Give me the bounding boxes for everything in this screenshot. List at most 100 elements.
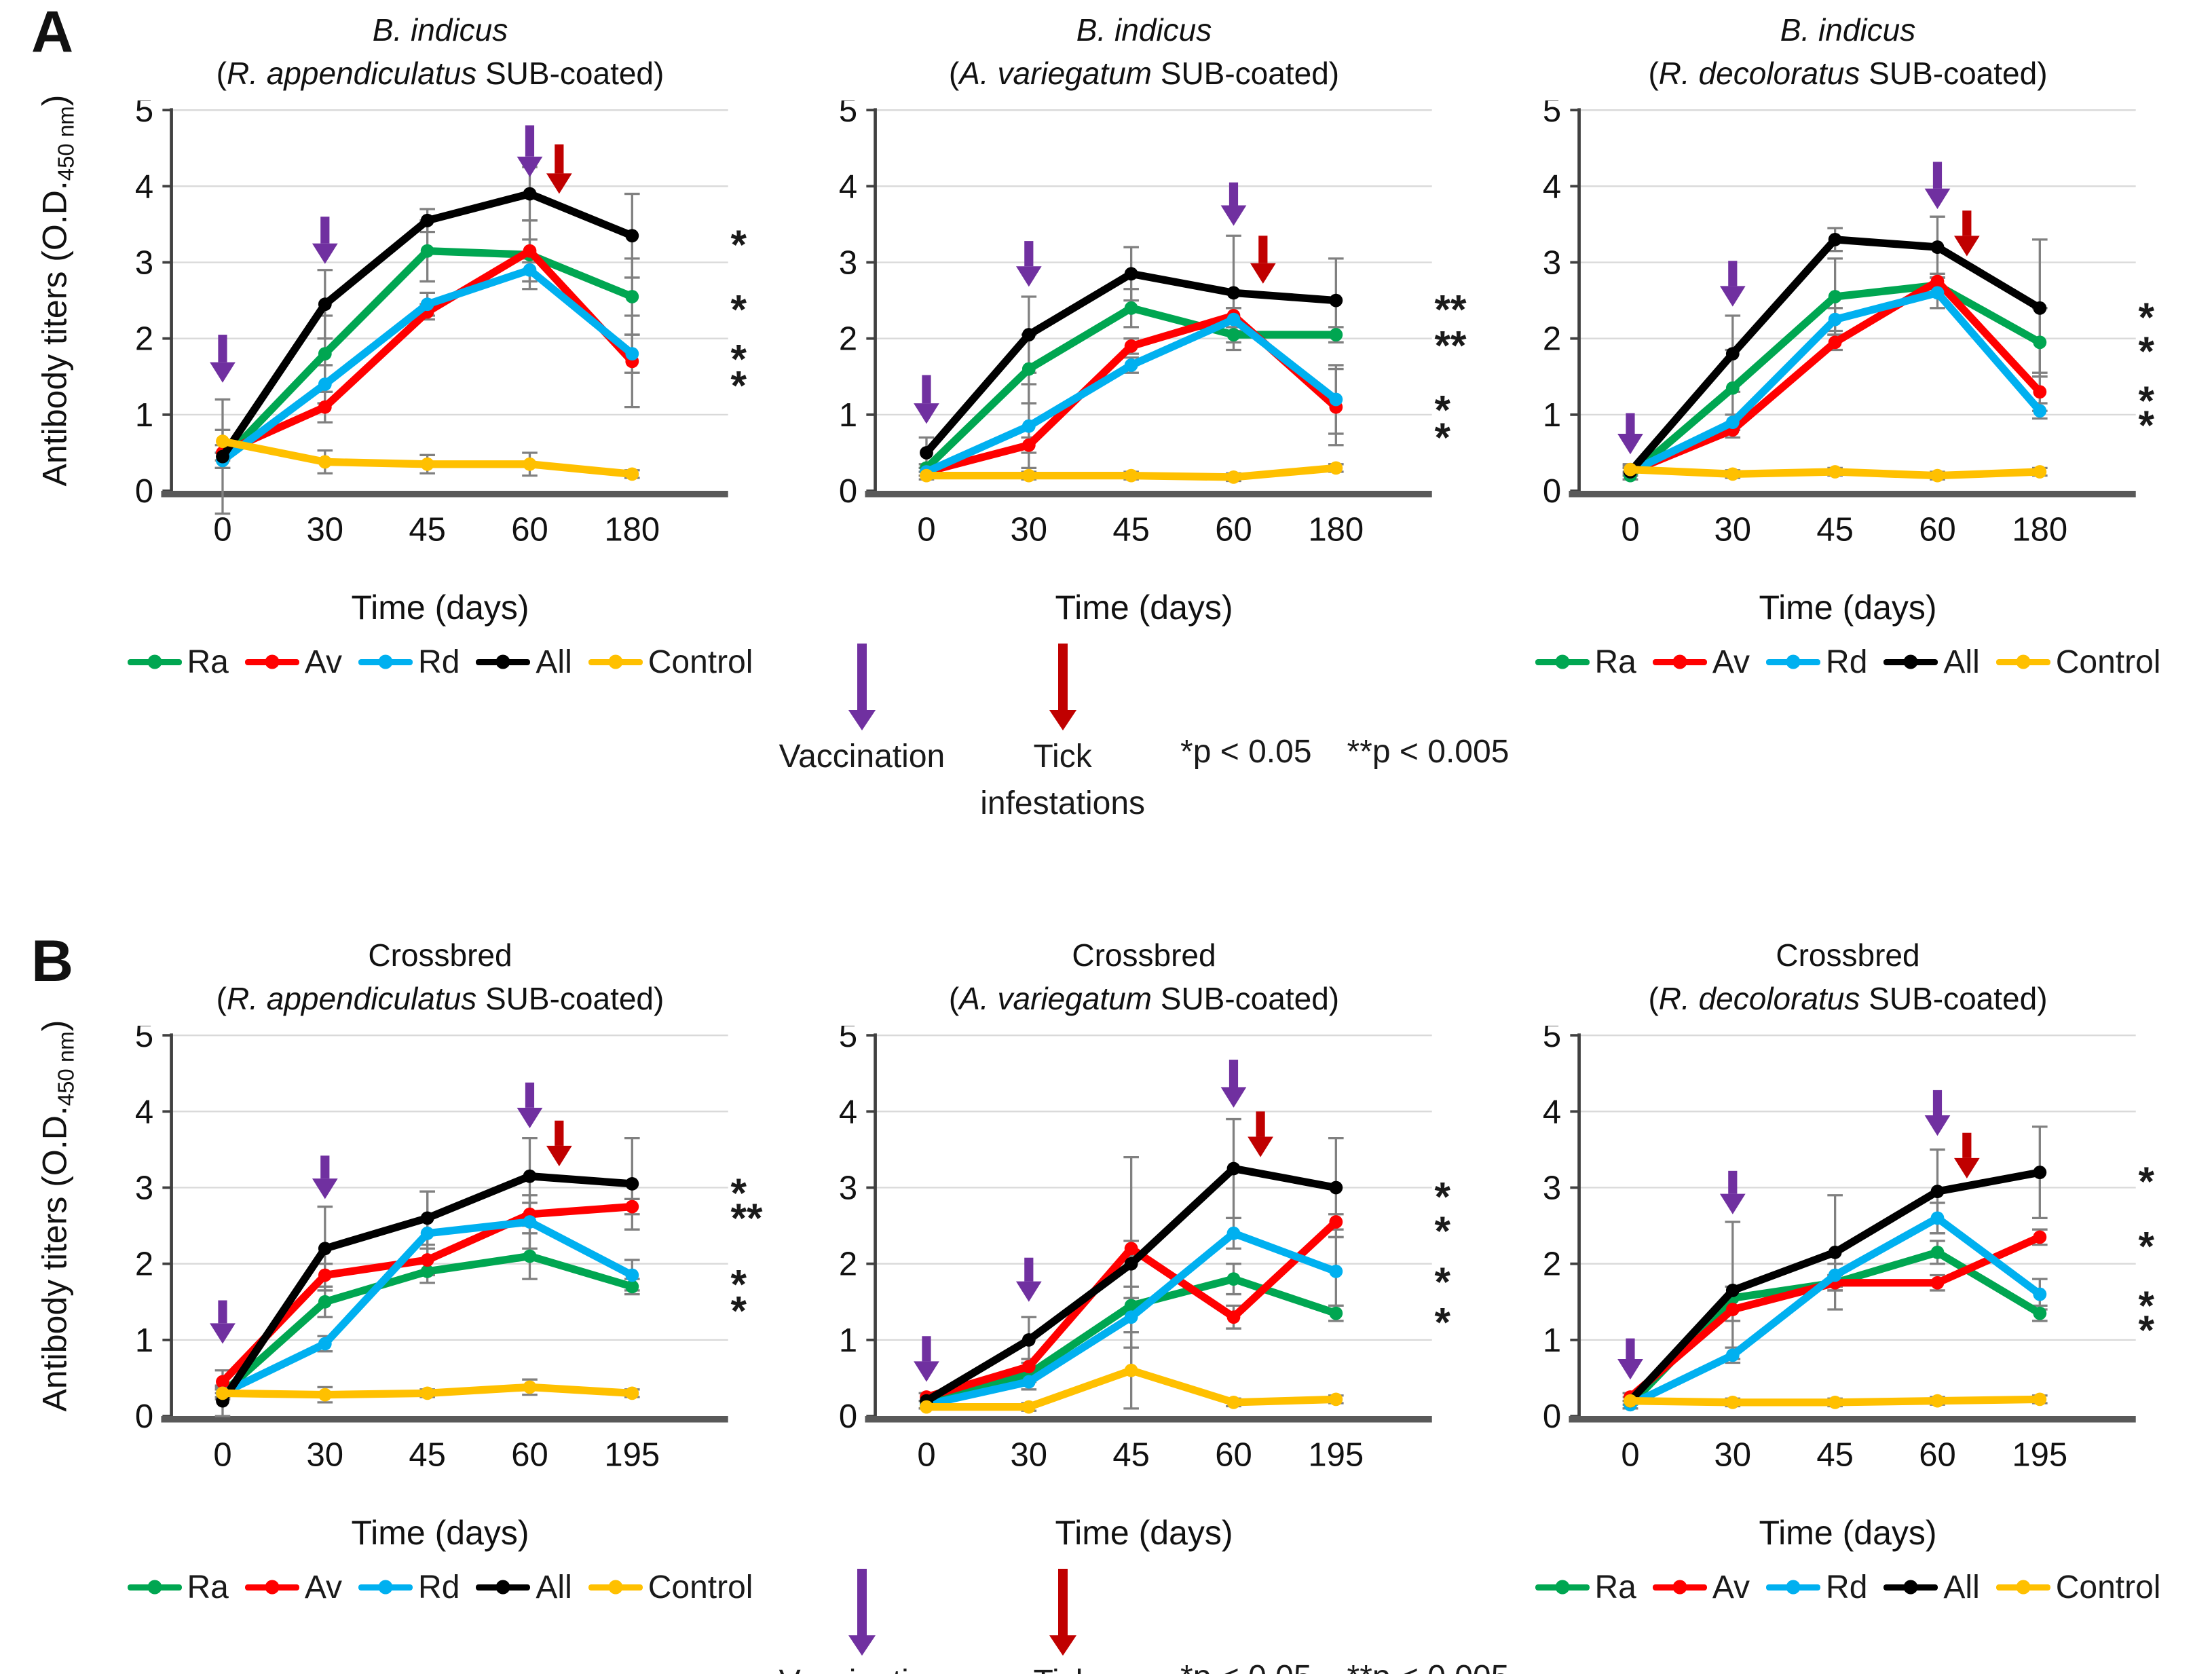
gridlines: [171, 1035, 728, 1341]
svg-text:4: 4: [839, 168, 857, 205]
legend-swatch-icon: [244, 654, 299, 670]
svg-text:*: *: [730, 221, 747, 267]
legend-swatch-icon: [1535, 654, 1590, 670]
tick-label: Tick: [1034, 1658, 1092, 1674]
legend-swatch-icon: [1652, 1579, 1707, 1595]
svg-text:0: 0: [917, 1437, 935, 1474]
vaccination-arrowhead-icon: [312, 243, 338, 264]
svg-text:5: 5: [1543, 100, 1561, 129]
y-axis-label-b: Antibody titers (O.D.450 nm): [26, 929, 88, 1552]
svg-text:3: 3: [839, 244, 857, 281]
chart-a1-xlabel: Time (days): [351, 588, 529, 627]
significance-stars: ****: [2138, 294, 2154, 448]
tick-arrowhead-icon: [1953, 1157, 1980, 1179]
vaccination-arrow-icon: [218, 1300, 227, 1324]
svg-text:0: 0: [135, 1398, 153, 1435]
legend-item-rd: Rd: [358, 644, 460, 681]
svg-text:60: 60: [511, 1437, 548, 1474]
axes: [1569, 108, 2136, 498]
svg-text:45: 45: [1112, 1437, 1150, 1474]
tick-arrowhead-icon: [1953, 236, 1980, 257]
significance-stars: ****: [2138, 1158, 2154, 1353]
panel-a-legend-left-col: Ra Av Rd All Control: [88, 644, 792, 827]
vaccination-key: Vaccination: [779, 643, 945, 781]
panel-b-label: B: [31, 929, 74, 994]
svg-text:*: *: [2138, 402, 2154, 448]
tick-arrow-icon: [555, 144, 564, 174]
chart-b2-xlabel: Time (days): [1055, 1513, 1233, 1552]
panel-b-charts-row: Antibody titers (O.D.450 nm) Crossbred (…: [0, 929, 2212, 1552]
series-All: [920, 267, 1343, 460]
vaccination-arrowhead-icon: [1719, 286, 1746, 307]
svg-text:30: 30: [1714, 1437, 1752, 1474]
legend-swatch-icon: [127, 654, 182, 670]
svg-text:0: 0: [839, 1398, 857, 1435]
chart-a2-xlabel: Time (days): [1055, 588, 1233, 627]
legend-swatch-icon: [1995, 1579, 2050, 1595]
infestations-label: infestations: [980, 785, 1146, 822]
legend-label: Control: [648, 1569, 753, 1605]
legend-swatch-icon: [1535, 1579, 1590, 1595]
legend-item-ra: Ra: [127, 644, 229, 681]
legend-item-av: Av: [1652, 1569, 1750, 1606]
legend-label: All: [536, 644, 572, 680]
legend-item-all: All: [476, 644, 572, 681]
panel-b-footer: Ra Av Rd All Control Vaccination Tick infest…: [0, 1568, 2212, 1674]
svg-text:60: 60: [1919, 1437, 1956, 1474]
svg-text:*: *: [2138, 294, 2154, 340]
chart-b1-title: Crossbred (R. appendiculatus SUB-coated): [216, 937, 664, 1017]
svg-text:**: **: [1434, 286, 1466, 333]
p-value-2: **p < 0.005: [1347, 1658, 1510, 1674]
significance-stars: ****: [730, 221, 747, 409]
vaccination-arrowhead-icon: [210, 362, 236, 383]
svg-text:45: 45: [409, 1437, 446, 1474]
event-arrows: [1617, 1090, 1980, 1380]
legend-label: All: [1943, 1569, 1980, 1605]
svg-text:0: 0: [917, 512, 935, 548]
svg-text:5: 5: [135, 1026, 153, 1054]
svg-text:180: 180: [2012, 512, 2067, 548]
svg-text:3: 3: [135, 244, 153, 281]
svg-text:1: 1: [1543, 397, 1561, 434]
svg-text:30: 30: [1714, 512, 1752, 548]
legend-label: Ra: [1594, 1569, 1636, 1605]
event-arrows: [1617, 162, 1980, 455]
legend-swatch-icon: [588, 1579, 643, 1595]
legend-swatch-icon: [476, 1579, 531, 1595]
p-value-2: **p < 0.005: [1347, 733, 1510, 770]
legend-label: Rd: [1826, 644, 1868, 680]
legend-label: Control: [648, 644, 753, 680]
legend-label: Rd: [1826, 1569, 1868, 1605]
panel-a-legend-right-col: Ra Av Rd All Control: [1496, 644, 2200, 827]
legend-label: Av: [1712, 644, 1750, 680]
chart-b2: Crossbred (A. variegatum SUB-coated) 0 1 2…: [792, 929, 1496, 1552]
svg-text:0: 0: [1543, 473, 1561, 510]
y-axis-label-a: Antibody titers (O.D.450 nm): [26, 4, 88, 627]
svg-text:4: 4: [135, 1094, 153, 1130]
svg-text:*: *: [2138, 1282, 2154, 1328]
svg-text:2: 2: [135, 321, 153, 358]
vaccination-arrow-icon: [218, 335, 227, 362]
p-value-key: *p < 0.05 **p < 0.005: [1180, 1569, 1509, 1674]
legend-label: Control: [2055, 644, 2161, 680]
svg-text:0: 0: [1621, 512, 1639, 548]
svg-text:*: *: [1434, 387, 1450, 433]
chart-b2-title: Crossbred (A. variegatum SUB-coated): [948, 937, 1340, 1017]
svg-text:4: 4: [839, 1094, 857, 1130]
legend-label: Rd: [418, 644, 460, 680]
vaccination-arrow-icon: [1229, 182, 1239, 206]
chart-b3: Crossbred (R. decoloratus SUB-coated) 0 1…: [1496, 929, 2200, 1552]
svg-text:2: 2: [1543, 321, 1561, 358]
legend: Ra Av Rd All Control: [127, 1569, 753, 1606]
series-Control: [216, 1380, 639, 1402]
series-All: [1624, 1166, 2047, 1408]
vaccination-arrow-icon: [1728, 261, 1738, 286]
vaccination-arrowhead-icon: [1015, 266, 1042, 287]
series-Av: [216, 1199, 639, 1389]
svg-text:0: 0: [135, 473, 153, 510]
axes: [161, 108, 728, 498]
svg-text:2: 2: [135, 1246, 153, 1283]
gridlines: [171, 109, 728, 416]
tick-label: Tick: [1033, 738, 1092, 775]
svg-text:*: *: [2138, 1223, 2154, 1269]
